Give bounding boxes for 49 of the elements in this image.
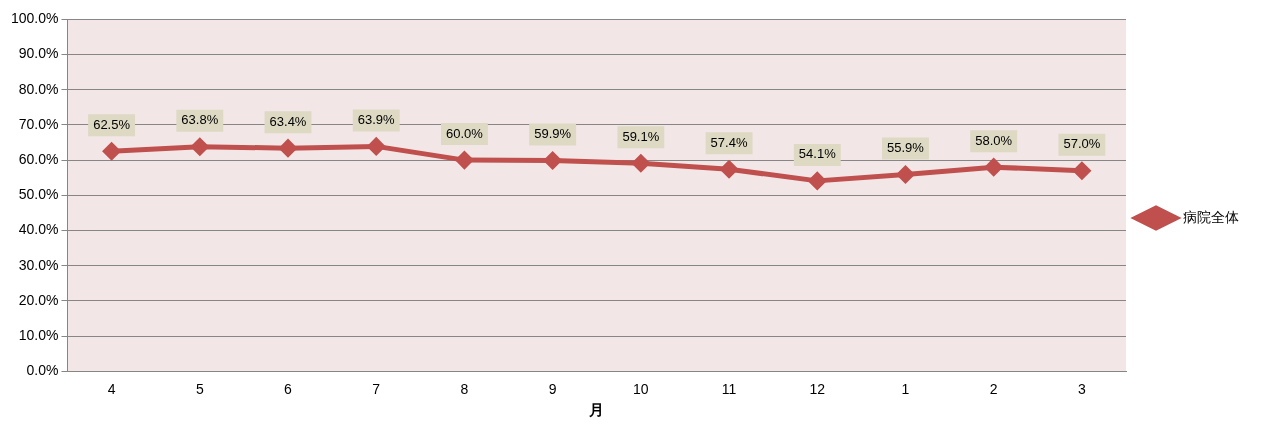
data-label: 59.1% [622, 128, 660, 144]
y-tick-label: 30.0% [18, 256, 59, 273]
x-tick-label: 1 [901, 381, 910, 398]
y-tick-label: 60.0% [18, 150, 59, 167]
point [632, 154, 650, 172]
x-tick-label: 12 [809, 381, 826, 398]
point [103, 142, 121, 160]
point [191, 138, 209, 156]
point [896, 166, 914, 184]
data-label: 57.0% [1063, 136, 1101, 152]
x-tick-label: 8 [460, 381, 469, 398]
point [808, 172, 826, 190]
y-tick-label: 40.0% [18, 221, 59, 238]
x-tick-label: 10 [633, 381, 649, 398]
y-tick-label: 80.0% [18, 80, 59, 97]
data-label: 63.8% [181, 112, 219, 128]
x-tick-label: 2 [989, 381, 998, 398]
point [1073, 162, 1091, 180]
point [455, 151, 473, 169]
data-label: 54.1% [798, 146, 837, 162]
y-tick-label: 100.0% [11, 10, 59, 27]
x-tick-label: 9 [548, 381, 557, 398]
x-tick-label: 6 [284, 381, 293, 398]
x-axis-title: 月 [588, 401, 605, 419]
data-label: 62.5% [93, 116, 131, 132]
data-label: 55.9% [887, 140, 925, 156]
data-label: 57.4% [710, 134, 748, 150]
point [544, 151, 562, 169]
legend-label: 病院全体 [1183, 208, 1239, 225]
x-tick-label: 7 [372, 381, 381, 398]
x-tick-label: 4 [107, 381, 116, 398]
point [367, 137, 385, 155]
y-tick-label: 50.0% [18, 186, 59, 203]
x-tick-label: 5 [195, 381, 204, 398]
y-tick-label: 20.0% [18, 291, 59, 308]
data-label: 63.4% [269, 113, 307, 129]
y-tick-label: 0.0% [26, 362, 59, 379]
data-label: 59.9% [534, 126, 572, 142]
point [985, 158, 1003, 176]
data-label: 60.0% [445, 125, 484, 141]
point [720, 160, 738, 178]
data-label: 58.0% [975, 132, 1013, 148]
point [279, 139, 297, 157]
data-label: 63.9% [357, 111, 396, 127]
y-tick-label: 90.0% [18, 45, 59, 62]
y-tick-label: 70.0% [18, 115, 59, 132]
y-tick-label: 10.0% [18, 326, 59, 343]
x-tick-label: 3 [1078, 381, 1086, 398]
x-tick-label: 11 [721, 381, 737, 398]
